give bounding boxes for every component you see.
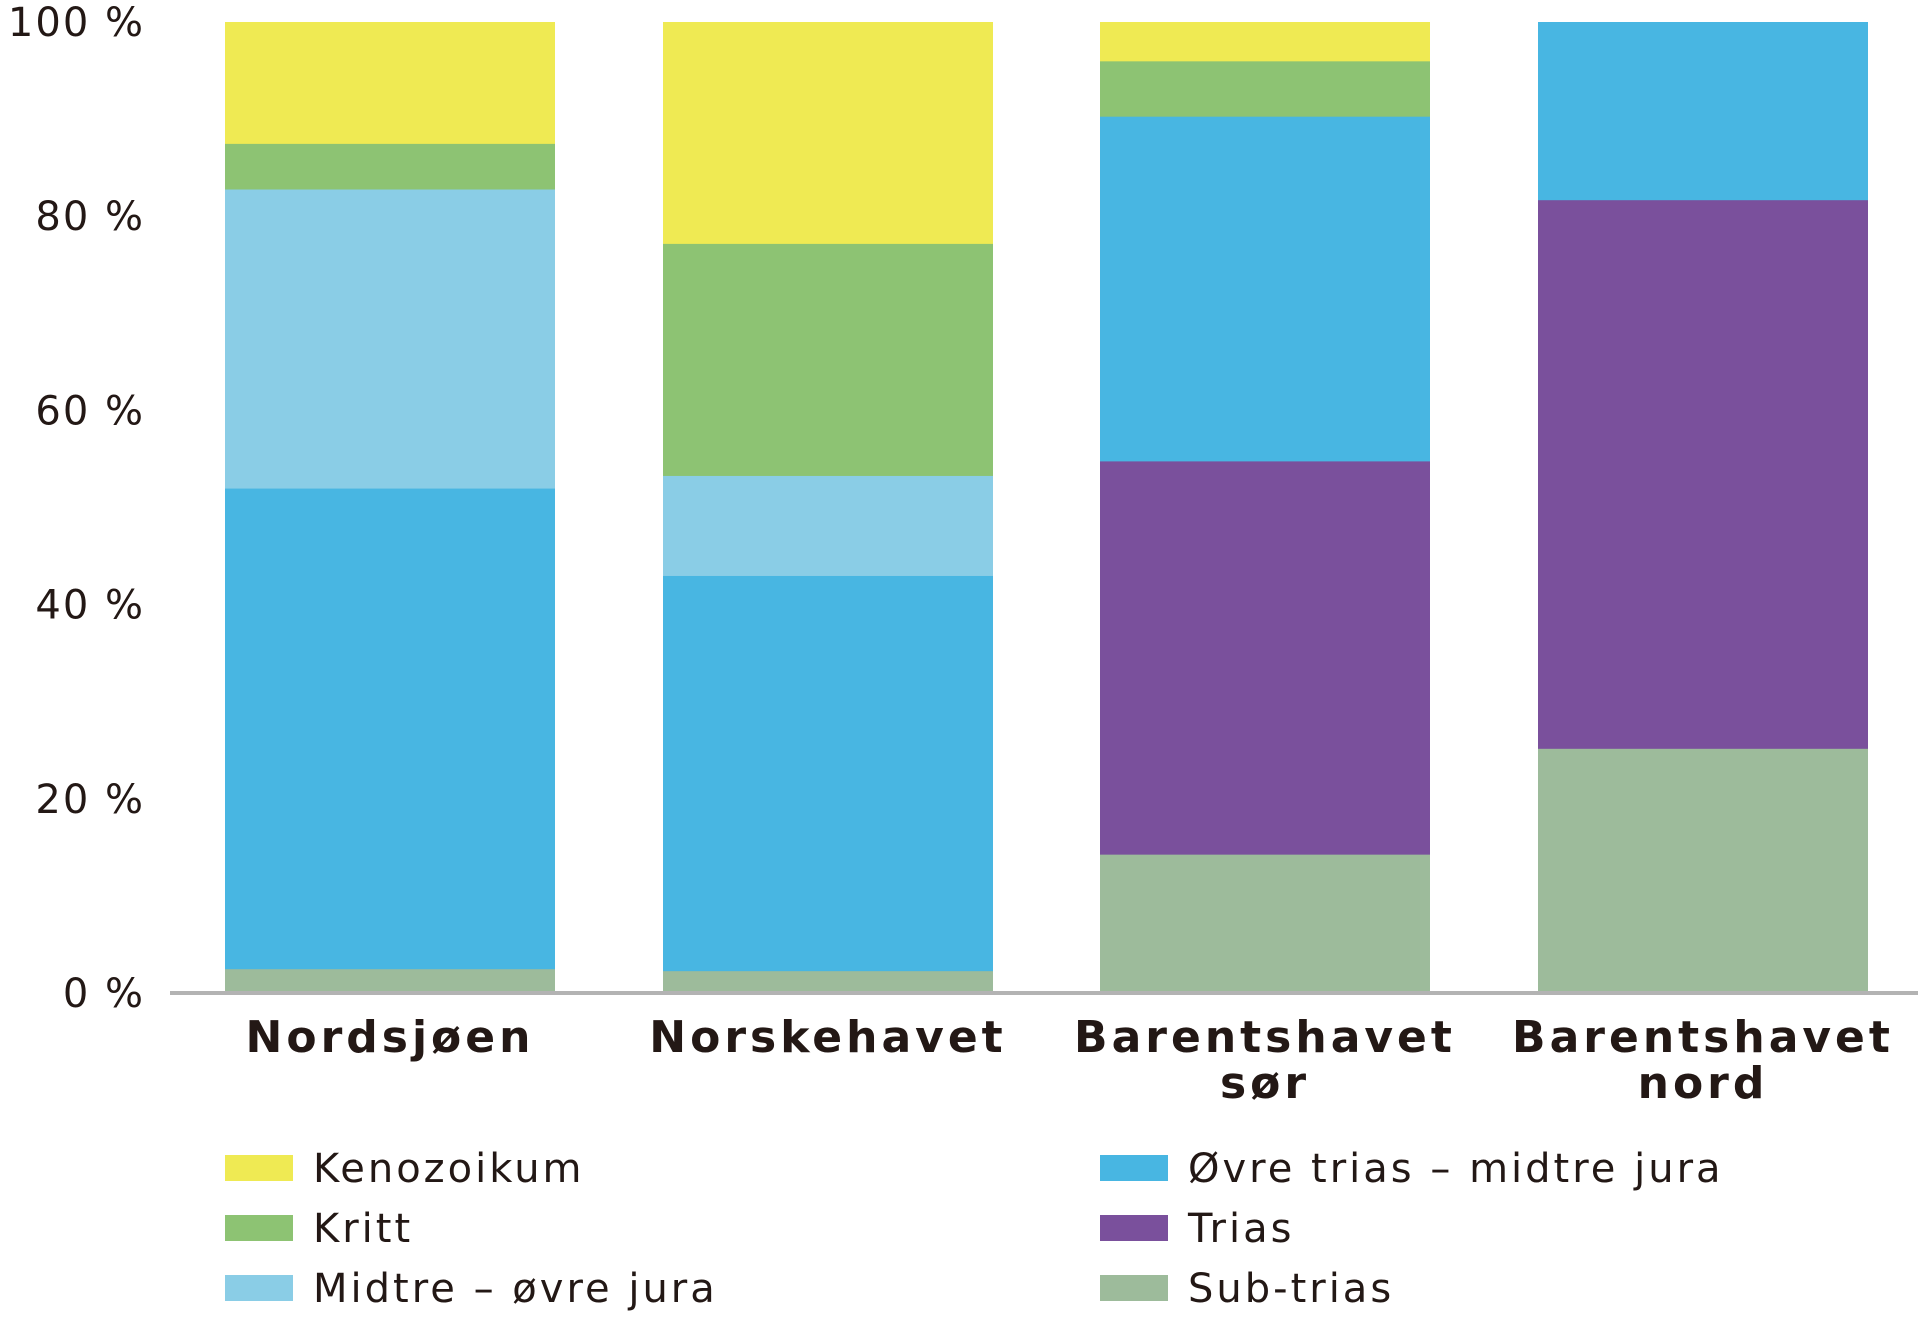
bars-layer [225, 22, 1868, 994]
y-tick-label: 40 % [35, 583, 145, 629]
bar-segment [663, 970, 993, 994]
legend-label: Øvre trias – midtre jura [1188, 1146, 1724, 1192]
bar-segment [225, 189, 555, 489]
y-tick-label: 20 % [35, 777, 145, 823]
legend-label: Midtre – øvre jura [313, 1266, 718, 1312]
category-label: Barentshavet [1074, 1012, 1456, 1063]
bar-segment [1100, 60, 1430, 117]
bar-segment [663, 22, 993, 244]
legend-label: Trias [1187, 1206, 1294, 1252]
bar-segment [663, 243, 993, 476]
y-tick-label: 0 % [63, 971, 145, 1017]
bar-segment [1100, 116, 1430, 462]
category-label: nord [1638, 1058, 1769, 1109]
category-label: Norskehavet [649, 1012, 1006, 1063]
legend-label: Kritt [313, 1206, 413, 1252]
bar-segment [1100, 854, 1430, 994]
bar-segment [225, 968, 555, 994]
bar-segment [1100, 22, 1430, 62]
bar-segment [1538, 199, 1868, 749]
bar-segment [225, 22, 555, 144]
legend-swatch [225, 1275, 293, 1301]
y-tick-label: 80 % [35, 194, 145, 240]
bar-segment [1538, 748, 1868, 994]
bar-segment [663, 575, 993, 972]
y-tick-label: 100 % [8, 0, 145, 46]
category-labels: Nordsjøen Norskehavet BarentshavetsørBaren… [246, 1012, 1894, 1109]
legend-swatch [1100, 1215, 1168, 1241]
legend-label: Sub-trias [1188, 1266, 1394, 1312]
legend-label: Kenozoikum [313, 1146, 585, 1192]
legend-swatch [225, 1215, 293, 1241]
bar-segment [663, 475, 993, 576]
category-label: Barentshavet [1512, 1012, 1894, 1063]
bar-segment [1100, 460, 1430, 855]
legend-swatch [225, 1155, 293, 1181]
y-tick-label: 60 % [35, 388, 145, 434]
bar-segment [1538, 22, 1868, 201]
bar-segment [225, 488, 555, 970]
legend-swatch [1100, 1275, 1168, 1301]
category-label: sør [1220, 1058, 1310, 1109]
legend: Kenozoikum Kritt Midtre – øvre jura Øvre tr… [225, 1146, 1724, 1312]
category-label: Nordsjøen [246, 1012, 535, 1063]
legend-swatch [1100, 1155, 1168, 1181]
bar-segment [225, 143, 555, 190]
y-tick-labels: 0 % 20 % 40 % 60 % 80 % 100 % [8, 0, 145, 1017]
